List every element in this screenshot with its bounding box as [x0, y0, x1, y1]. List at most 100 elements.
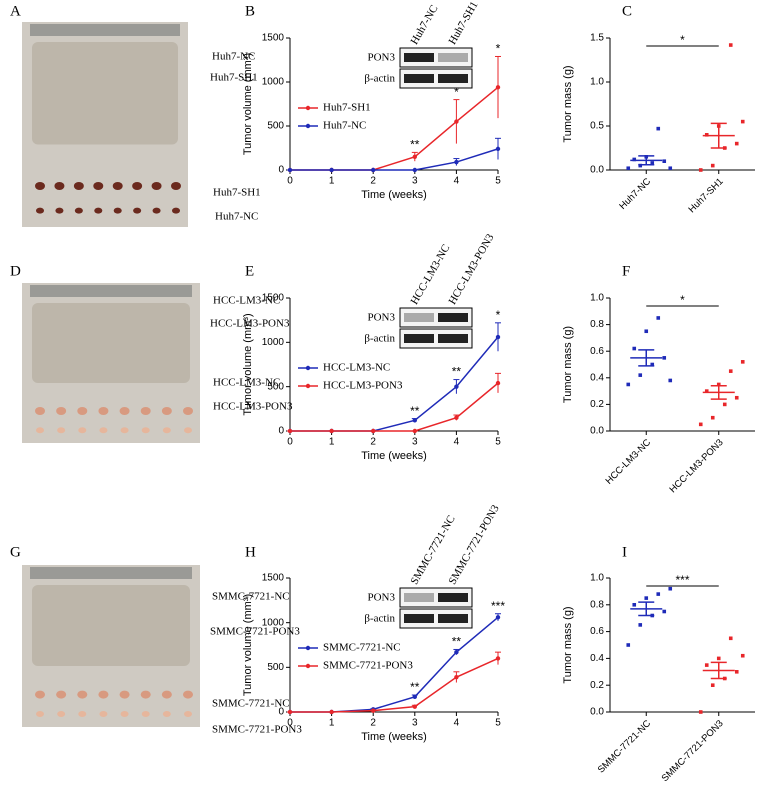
panel-letter: I: [622, 544, 627, 560]
y-tick-label: 0.8: [590, 319, 604, 330]
annotation: **: [410, 404, 420, 418]
blot-frame: [399, 68, 473, 89]
tumor: [73, 182, 84, 190]
dot: [704, 389, 709, 393]
tumor: [55, 207, 64, 214]
x-tick-label: 1: [329, 176, 335, 187]
series-line: [290, 148, 499, 171]
point: [454, 119, 459, 124]
tumor: [98, 690, 109, 699]
point: [329, 709, 334, 715]
blot-row-label: β-actin: [364, 613, 395, 625]
x-axis-title: Time (weeks): [361, 731, 427, 743]
y-tick-label: 0.4: [590, 653, 604, 664]
photo-label: SMMC-7721-PON3: [210, 626, 300, 638]
blot-frame: [399, 328, 473, 349]
significance-label: *: [680, 293, 685, 307]
dot: [728, 369, 733, 373]
y-tick-label: 0.6: [590, 626, 604, 637]
series-line: [290, 382, 499, 432]
y-tick-label: 0.8: [590, 599, 604, 610]
y-axis-title: Tumor volume (mm³): [242, 594, 254, 696]
blot-column-label: HCC-LM3-NC: [408, 243, 452, 307]
tumor: [152, 207, 161, 214]
panel-letter: H: [245, 544, 256, 560]
tumor: [113, 207, 122, 214]
point: [287, 428, 293, 434]
mice: [32, 42, 178, 145]
tumor: [54, 182, 65, 190]
significance-label: *: [680, 33, 685, 47]
tumor: [57, 711, 66, 718]
y-tick-label: 1.0: [590, 573, 604, 584]
photo-label: Huh7-SH1: [213, 187, 261, 199]
photo-label: Huh7-NC: [215, 211, 258, 223]
mice: [32, 303, 190, 383]
photo-label: SMMC-7721-NC: [212, 591, 290, 603]
point: [371, 708, 376, 713]
x-tick-label: 1: [329, 437, 335, 448]
point: [454, 415, 459, 420]
tumor: [93, 182, 104, 190]
tumor: [74, 207, 83, 214]
tumor: [35, 690, 45, 699]
photo-label: HCC-LM3-NC: [213, 295, 280, 307]
x-tick-label: 5: [495, 718, 501, 729]
dot: [668, 586, 673, 591]
dot: [728, 636, 733, 641]
panel-letter: E: [245, 263, 254, 279]
tumor: [99, 711, 108, 718]
point: [329, 167, 334, 173]
photo-label: SMMC-7721-NC: [212, 698, 290, 710]
y-tick-label: 1000: [262, 337, 285, 348]
point: [495, 380, 501, 386]
x-tick-label: SMMC-7721-NC: [596, 718, 654, 776]
point: [495, 615, 501, 620]
tumor: [161, 407, 172, 415]
y-axis-title: Tumor volume (mm³): [242, 313, 254, 415]
legend-marker: [305, 663, 311, 669]
tumor: [77, 407, 88, 415]
x-tick-label: 4: [454, 176, 460, 187]
dot: [656, 316, 661, 320]
tumor: [36, 207, 44, 214]
dot: [740, 653, 745, 658]
point: [454, 384, 459, 389]
dot: [716, 382, 721, 387]
dot: [644, 596, 649, 600]
tumor: [112, 182, 123, 190]
point: [495, 146, 501, 152]
dot: [638, 163, 643, 168]
dot: [656, 126, 661, 131]
point: [287, 167, 293, 173]
dot: [662, 609, 667, 614]
y-tick-label: 0.0: [590, 426, 604, 437]
tumor: [161, 690, 172, 699]
dot: [698, 710, 703, 714]
dot: [668, 166, 673, 171]
dot: [716, 656, 721, 661]
y-tick-label: 1000: [262, 77, 285, 88]
dot: [650, 161, 655, 165]
tumor: [132, 182, 143, 190]
point: [495, 334, 501, 340]
x-tick-label: Huh7-SH1: [687, 176, 726, 215]
dot: [734, 395, 739, 400]
y-axis-title: Tumor mass (g): [562, 606, 574, 683]
legend-marker: [305, 105, 311, 111]
blot-frame: [399, 307, 473, 328]
blot-band: [404, 313, 434, 322]
tumor: [184, 711, 192, 718]
tumor: [133, 207, 142, 214]
y-tick-label: 1500: [262, 33, 285, 44]
dot: [632, 157, 637, 162]
y-tick-label: 0.5: [590, 121, 604, 132]
y-tick-label: 1.5: [590, 33, 604, 44]
panel-letter: B: [245, 3, 255, 19]
x-tick-label: 3: [412, 718, 418, 729]
y-tick-label: 0: [278, 707, 284, 718]
tumor: [162, 427, 171, 434]
dot: [698, 422, 703, 427]
blot-band: [438, 334, 468, 343]
series-line: [290, 86, 499, 171]
